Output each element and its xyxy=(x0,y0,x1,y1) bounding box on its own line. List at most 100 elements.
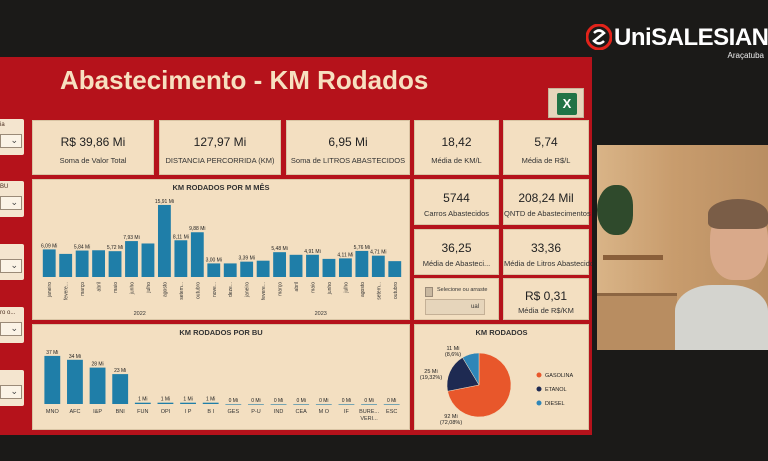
kpi-label: Média de R$/KM xyxy=(518,306,574,315)
month-bar xyxy=(273,252,287,277)
x-tick-label: BNI xyxy=(116,409,126,415)
bar-data-label: 0 Mi xyxy=(319,398,328,404)
year-group-label: 2023 xyxy=(315,311,327,317)
chart-title: KM RODADOS POR BU xyxy=(179,328,263,337)
slicer-5[interactable]: ⌄ xyxy=(0,370,24,406)
x-tick-label: agosto xyxy=(162,282,168,297)
legend-marker xyxy=(536,386,542,392)
kpi-value: 127,97 Mi xyxy=(193,135,247,149)
bu-bar xyxy=(383,404,400,405)
kpi-card-carros: 5744 Carros Abastecidos xyxy=(414,179,499,225)
bar-data-label: 4,11 Mi xyxy=(337,252,353,258)
month-bar xyxy=(92,250,106,277)
slicer-1[interactable]: ia ⌄ xyxy=(0,119,24,155)
chevron-down-icon: ⌄ xyxy=(10,197,18,207)
x-tick-label: maio xyxy=(113,282,119,293)
kpi-card-distancia: 127,97 Mi DISTANCIA PERCORRIDA (KM) xyxy=(159,120,281,175)
bar-data-label: 0 Mi xyxy=(342,398,351,404)
bar-data-label: 0 Mi xyxy=(251,398,260,404)
kpi-card-media-abastecimentos: 36,25 Média de Abasteci... xyxy=(414,229,499,275)
month-bar xyxy=(157,204,171,277)
kpi-value: 18,42 xyxy=(441,135,472,149)
month-bar xyxy=(207,263,221,277)
plant-shape xyxy=(597,185,633,235)
x-tick-label: abril xyxy=(294,282,300,291)
slicer-2[interactable]: BU ⌄ xyxy=(0,181,24,217)
x-tick-label: ESC xyxy=(386,409,397,415)
kpi-label: Carros Abastecidos xyxy=(423,209,490,218)
date-slicer-input[interactable]: ual xyxy=(425,299,485,315)
kpi-value: R$ 39,86 Mi xyxy=(60,135,126,149)
slicer-label: ro o... xyxy=(0,310,16,316)
chart-title: KM RODADOS POR M MÊS xyxy=(172,183,270,192)
bar-data-label: 6,09 Mi xyxy=(41,243,57,249)
kpi-card-rs-km: R$ 0,31 Média de R$/KM xyxy=(503,278,589,320)
x-tick-label: FUN xyxy=(137,409,148,415)
x-tick-label: julho xyxy=(146,282,152,294)
bar-data-label: 15,91 Mi xyxy=(155,199,174,205)
slicer-label: BU xyxy=(0,184,9,190)
kpi-card-litros: 6,95 Mi Soma de LITROS ABASTECIDOS xyxy=(286,120,410,175)
brand-city: Araçatuba xyxy=(727,51,764,60)
slicer-4[interactable]: ro o... ⌄ xyxy=(0,307,24,343)
x-tick-label: B I xyxy=(207,409,214,415)
x-tick-label: GES xyxy=(228,409,240,415)
x-tick-label: fevere... xyxy=(64,282,70,300)
bar-data-label: 4,91 Mi xyxy=(304,249,320,255)
kpi-label: Média de R$/L xyxy=(521,156,571,165)
month-bar xyxy=(42,249,56,277)
x-tick-label: IND xyxy=(274,409,284,415)
bar-data-label: 1 Mi xyxy=(183,397,192,403)
brand-name: UniSALESIANO xyxy=(614,24,768,51)
date-slicer[interactable]: Selecione ou arraste ual xyxy=(425,285,489,317)
x-tick-label: setem... xyxy=(376,282,382,300)
x-tick-label: I P xyxy=(185,409,192,415)
x-tick-label: setem... xyxy=(179,282,185,300)
bar-data-label: 0 Mi xyxy=(387,398,396,404)
pie-data-label: 25 Mi xyxy=(424,369,437,375)
x-tick-label: VERI... xyxy=(360,416,378,422)
month-bar xyxy=(256,260,270,277)
x-tick-label: outubro xyxy=(393,282,399,299)
bu-bar xyxy=(44,355,61,404)
bar-data-label: 8,11 Mi xyxy=(173,234,189,240)
x-tick-label: fevere... xyxy=(261,282,267,300)
bar-data-label: 0 Mi xyxy=(274,398,283,404)
bar-data-label: 34 Mi xyxy=(69,354,81,360)
bu-bar xyxy=(157,402,174,404)
year-group-label: 2022 xyxy=(134,311,146,317)
month-bar xyxy=(289,254,303,277)
slicer-label: ia xyxy=(0,122,5,128)
bu-bar xyxy=(67,359,83,404)
kpi-card-valor-total: R$ 39,86 Mi Soma de Valor Total xyxy=(32,120,154,175)
x-tick-label: outubro xyxy=(195,282,201,299)
chart-km-por-mes: KM RODADOS POR M MÊS 6,09 Mi janeiro fever… xyxy=(32,179,410,320)
date-slicer-card: Selecione ou arraste ual xyxy=(414,278,499,320)
legend-label: GASOLINA xyxy=(545,373,573,379)
pie-data-label: 11 Mi xyxy=(446,346,459,352)
bu-bar xyxy=(112,374,129,404)
pie-slice-diesel xyxy=(462,352,480,386)
month-bar xyxy=(59,253,73,277)
bu-bar xyxy=(225,404,242,405)
kpi-label: Média de Abasteci... xyxy=(422,259,491,268)
bar-data-label: 1 Mi xyxy=(206,397,215,403)
legend-label: DIESEL xyxy=(545,401,565,407)
export-excel-button[interactable]: X xyxy=(548,88,584,118)
bu-bar xyxy=(315,404,332,405)
legend-marker xyxy=(536,372,542,378)
bar-data-label: 5,76 Mi xyxy=(354,245,370,251)
pie-data-label: (8,6%) xyxy=(445,352,461,358)
x-tick-label: BURE... xyxy=(359,409,379,415)
pie-data-label: 92 Mi xyxy=(444,414,457,420)
slicer-3[interactable]: ⌄ xyxy=(0,244,24,280)
bu-bar xyxy=(202,402,219,404)
kpi-label: Média de KM/L xyxy=(431,156,482,165)
webcam-feed xyxy=(597,145,768,350)
x-tick-label: OPI xyxy=(161,409,171,415)
kpi-value: 208,24 Mil xyxy=(518,191,574,205)
kpi-label: Média de Litros Abastecidos xyxy=(504,259,592,268)
chart-km-rodados-pie: KM RODADOS 92 Mi (72,08%) 25 Mi (19,32%) 11 … xyxy=(414,324,589,430)
chart-km-por-bu: KM RODADOS POR BU 37 Mi MNO 34 Mi AFC 28 Mi I… xyxy=(32,324,410,430)
bar-data-label: 5,48 Mi xyxy=(271,246,287,252)
